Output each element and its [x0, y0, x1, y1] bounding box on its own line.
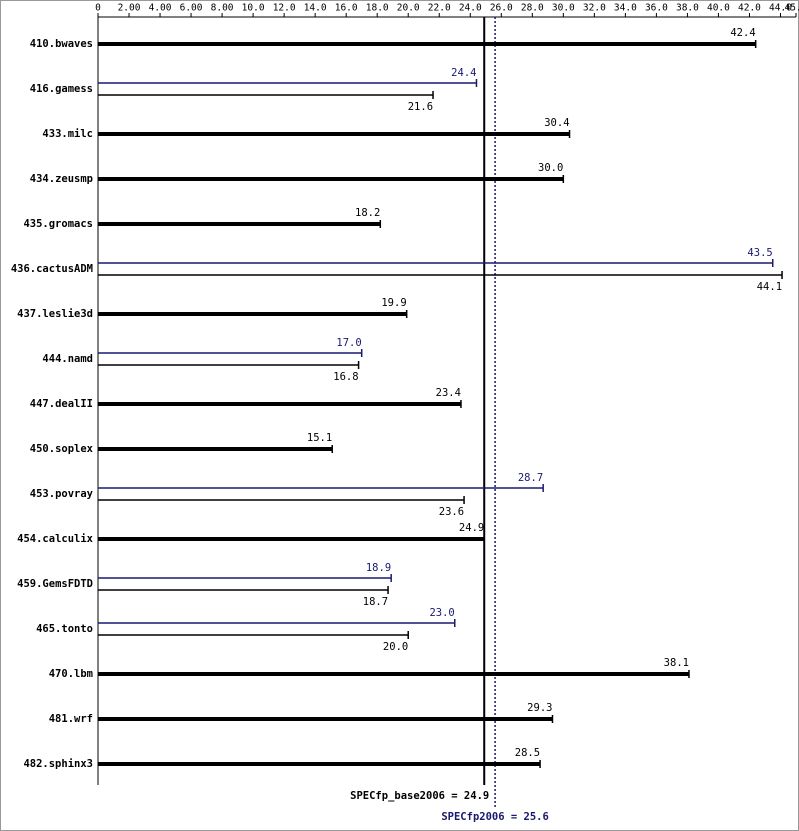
- value-label: 23.6: [439, 506, 464, 518]
- category-label: 437.leslie3d: [17, 308, 93, 320]
- category-label: 482.sphinx3: [23, 758, 93, 770]
- category-label: 454.calculix: [17, 533, 94, 545]
- category-label: 453.povray: [30, 488, 94, 500]
- x-tick-label: 0: [95, 3, 101, 14]
- category-label: 444.namd: [42, 353, 93, 365]
- value-label: 24.9: [459, 522, 484, 534]
- reference-label: SPECfp2006 = 25.6: [441, 811, 548, 823]
- x-tick-label: 2.00: [118, 3, 141, 14]
- value-label: 16.8: [333, 371, 358, 383]
- value-label: 23.4: [436, 387, 461, 399]
- value-label: 15.1: [307, 432, 332, 444]
- value-label: 43.5: [747, 247, 772, 259]
- x-tick-label: 12.0: [273, 3, 296, 14]
- x-tick-label: 18.0: [366, 3, 389, 14]
- category-label: 410.bwaves: [30, 38, 93, 50]
- value-label: 18.9: [366, 562, 391, 574]
- x-tick-label: 16.0: [335, 3, 358, 14]
- x-tick-label: 8.00: [211, 3, 234, 14]
- reference-label: SPECfp_base2006 = 24.9: [350, 790, 489, 802]
- category-label: 470.lbm: [49, 668, 93, 680]
- x-tick-label: 4.00: [149, 3, 172, 14]
- x-tick-label: 6.00: [180, 3, 203, 14]
- value-label: 17.0: [336, 337, 361, 349]
- category-label: 436.cactusADM: [11, 263, 93, 275]
- category-label: 465.tonto: [36, 623, 93, 635]
- x-tick-label: 44.0: [769, 3, 792, 14]
- category-label: 450.soplex: [30, 443, 94, 455]
- value-label: 21.6: [408, 101, 433, 113]
- x-tick-label: 40.0: [707, 3, 730, 14]
- category-label: 435.gromacs: [23, 218, 93, 230]
- category-label: 459.GemsFDTD: [17, 578, 93, 590]
- x-tick-label: 32.0: [583, 3, 606, 14]
- value-label: 44.1: [757, 281, 782, 293]
- category-label: 416.gamess: [30, 83, 93, 95]
- x-tick-label: 38.0: [676, 3, 699, 14]
- value-label: 24.4: [451, 67, 476, 79]
- category-label: 447.dealII: [30, 398, 93, 410]
- x-tick-label: 26.0: [490, 3, 513, 14]
- category-label: 433.milc: [42, 128, 93, 140]
- value-label: 23.0: [429, 607, 454, 619]
- x-tick-label: 24.0: [459, 3, 482, 14]
- x-tick-label: 45.0: [785, 3, 799, 14]
- value-label: 18.7: [363, 596, 388, 608]
- category-label: 434.zeusmp: [30, 173, 93, 185]
- value-label: 20.0: [383, 641, 408, 653]
- value-label: 30.4: [544, 117, 569, 129]
- value-label: 18.2: [355, 207, 380, 219]
- value-label: 30.0: [538, 162, 563, 174]
- value-label: 29.3: [527, 702, 552, 714]
- value-label: 28.7: [518, 472, 543, 484]
- value-label: 42.4: [730, 27, 755, 39]
- x-tick-label: 34.0: [614, 3, 637, 14]
- x-tick-label: 14.0: [304, 3, 327, 14]
- x-tick-label: 42.0: [738, 3, 761, 14]
- x-tick-label: 20.0: [397, 3, 420, 14]
- value-label: 28.5: [515, 747, 540, 759]
- value-label: 38.1: [664, 657, 689, 669]
- category-label: 481.wrf: [49, 713, 93, 725]
- x-tick-label: 30.0: [552, 3, 575, 14]
- x-tick-label: 36.0: [645, 3, 668, 14]
- x-tick-label: 28.0: [521, 3, 544, 14]
- x-tick-label: 22.0: [428, 3, 451, 14]
- value-label: 19.9: [381, 297, 406, 309]
- x-tick-label: 10.0: [242, 3, 265, 14]
